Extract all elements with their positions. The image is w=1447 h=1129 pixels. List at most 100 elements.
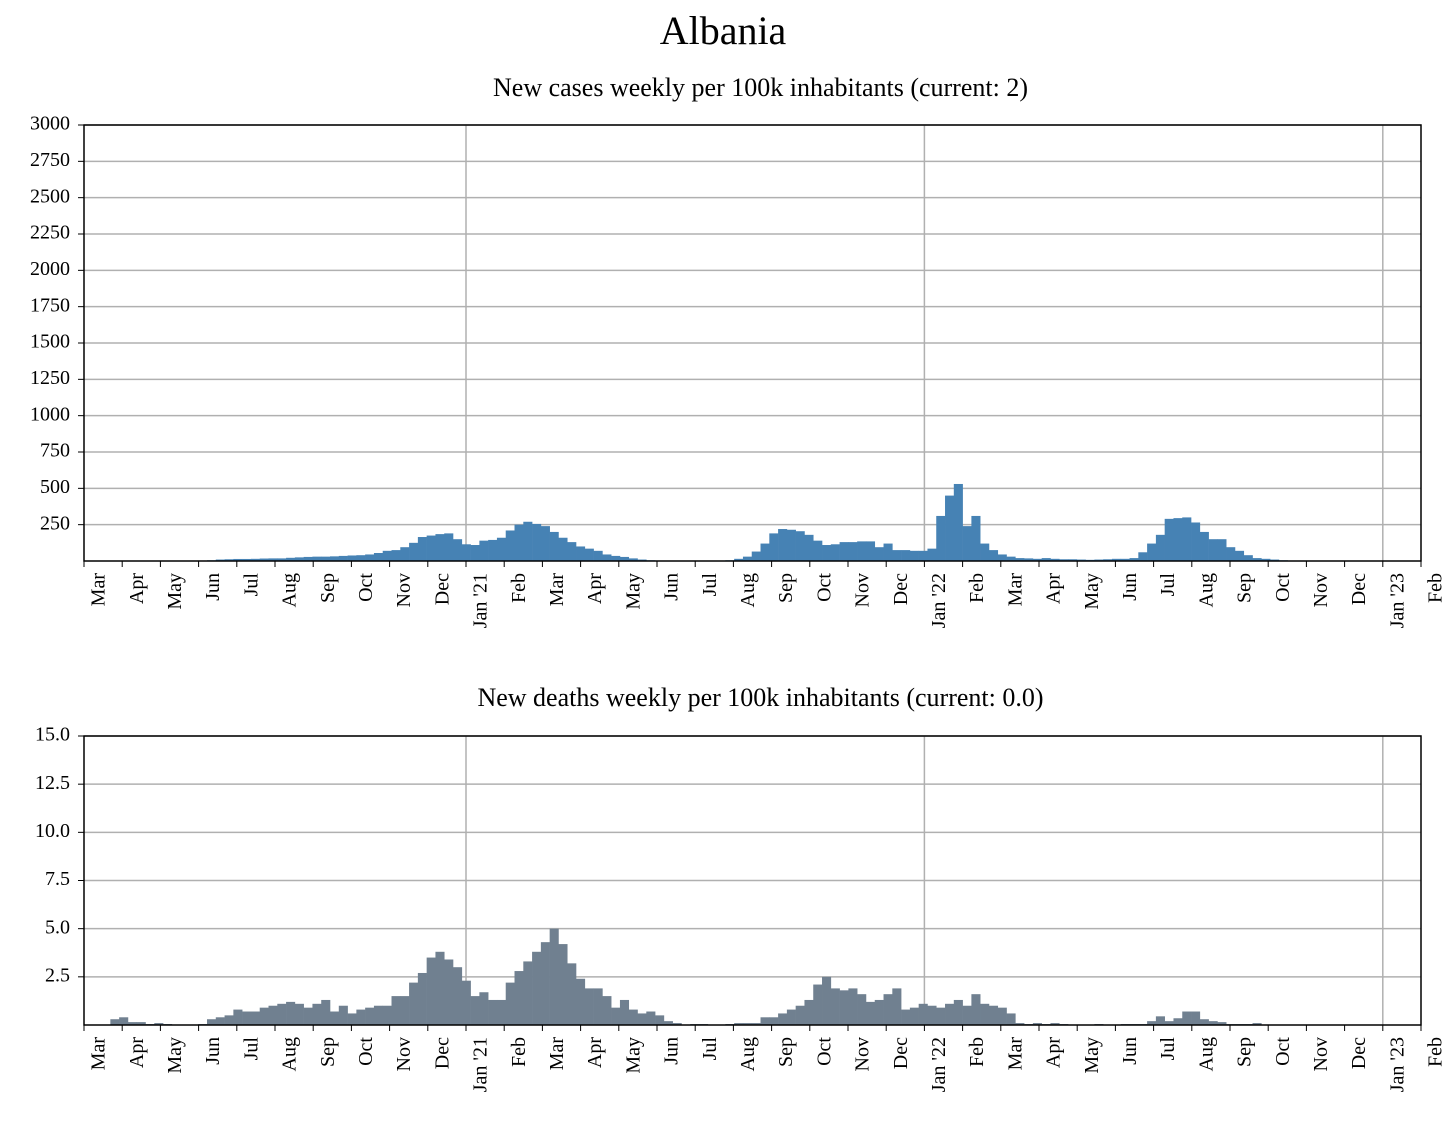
bar: [479, 992, 489, 1025]
bar: [813, 540, 823, 561]
bar: [382, 1005, 392, 1025]
bar: [1155, 1016, 1165, 1025]
bar: [1173, 518, 1183, 561]
x-tick-label: Dec: [431, 573, 453, 605]
bar: [514, 524, 524, 561]
x-tick-label: Nov: [1310, 573, 1332, 607]
bar: [523, 521, 533, 561]
bar: [1164, 518, 1174, 561]
bar: [971, 515, 981, 561]
bar: [760, 1017, 770, 1025]
bar: [953, 999, 963, 1025]
bar: [1208, 1021, 1218, 1025]
bar: [453, 967, 463, 1025]
bar: [751, 1023, 761, 1025]
bar: [1208, 539, 1218, 561]
x-tick-label: Mar: [546, 1037, 568, 1071]
x-tick-label: Sep: [1234, 573, 1256, 603]
bar: [936, 515, 946, 561]
bar: [470, 545, 480, 561]
bar: [110, 1019, 120, 1025]
y-tick-label: 7.5: [45, 868, 70, 890]
bar: [874, 547, 884, 561]
bar: [127, 1022, 138, 1025]
y-tick-label: 15.0: [35, 724, 70, 746]
bar: [382, 550, 392, 561]
bar: [918, 1003, 928, 1025]
y-tick-label: 500: [40, 476, 70, 498]
bar: [224, 559, 234, 561]
bar: [786, 529, 796, 561]
x-tick-label: Apr: [1043, 573, 1065, 604]
bar: [936, 1007, 946, 1025]
bar: [505, 982, 515, 1025]
x-tick-label: Mar: [1004, 1037, 1026, 1071]
bar: [321, 999, 331, 1025]
bar: [1138, 552, 1148, 561]
bar: [277, 558, 287, 561]
bar: [988, 550, 999, 561]
bar: [751, 551, 761, 561]
bar: [567, 963, 577, 1025]
x-tick-label: Sep: [317, 573, 339, 603]
x-tick-label: Dec: [1348, 573, 1370, 605]
x-tick-label: Oct: [355, 573, 377, 602]
bar: [417, 537, 427, 561]
x-tick-label: Feb: [508, 1037, 530, 1067]
bar: [496, 537, 507, 561]
x-tick-label: Nov: [1310, 1037, 1332, 1071]
x-tick-label: Mar: [1004, 573, 1026, 607]
x-tick-label: Sep: [1234, 1037, 1256, 1067]
bar: [558, 944, 568, 1025]
x-tick-label: Aug: [737, 1037, 759, 1071]
x-tick-label: Mar: [88, 573, 110, 607]
x-tick-label: Sep: [775, 1037, 797, 1067]
x-tick-label: Aug: [279, 573, 301, 607]
x-tick-label: Dec: [890, 1037, 912, 1069]
bar: [874, 999, 884, 1025]
bar: [294, 1003, 304, 1025]
x-tick-label: Nov: [393, 1037, 415, 1071]
x-tick-label: Jun: [1119, 573, 1141, 601]
bar: [988, 1005, 999, 1025]
bar: [1006, 556, 1016, 561]
x-tick-label: Apr: [1043, 1037, 1065, 1068]
bar: [997, 554, 1007, 561]
bar: [786, 1009, 796, 1025]
bar: [962, 526, 972, 561]
bar: [734, 558, 744, 561]
bar: [453, 539, 463, 561]
chart-title: New deaths weekly per 100k inhabitants (…: [477, 683, 1043, 712]
bar: [321, 556, 331, 561]
y-tick-label: 1750: [30, 294, 70, 316]
y-tick-label: 750: [40, 440, 70, 462]
bar: [1059, 559, 1069, 561]
x-tick-label: May: [622, 573, 644, 610]
plot-frame: [83, 735, 1422, 1026]
bar: [250, 1011, 261, 1025]
bar: [356, 555, 366, 561]
plot-frame: [83, 124, 1422, 562]
bar: [927, 1005, 937, 1025]
bar: [602, 996, 612, 1025]
bar: [892, 988, 902, 1025]
bar: [303, 556, 313, 561]
bar: [865, 541, 876, 561]
bar: [909, 1007, 919, 1025]
bar: [909, 550, 919, 561]
bar: [742, 556, 753, 561]
bar: [997, 1007, 1007, 1025]
bar: [268, 558, 278, 561]
bar: [417, 972, 427, 1025]
bar: [549, 531, 559, 561]
bar: [303, 1007, 313, 1025]
bar: [1252, 1023, 1262, 1025]
x-tick-label: Dec: [1348, 1037, 1370, 1069]
bar: [514, 971, 524, 1025]
bar: [830, 544, 840, 561]
bar: [1032, 558, 1042, 561]
x-tick-label: Oct: [813, 573, 835, 602]
bar: [1217, 539, 1227, 561]
bar: [435, 951, 445, 1025]
bar: [444, 959, 454, 1025]
